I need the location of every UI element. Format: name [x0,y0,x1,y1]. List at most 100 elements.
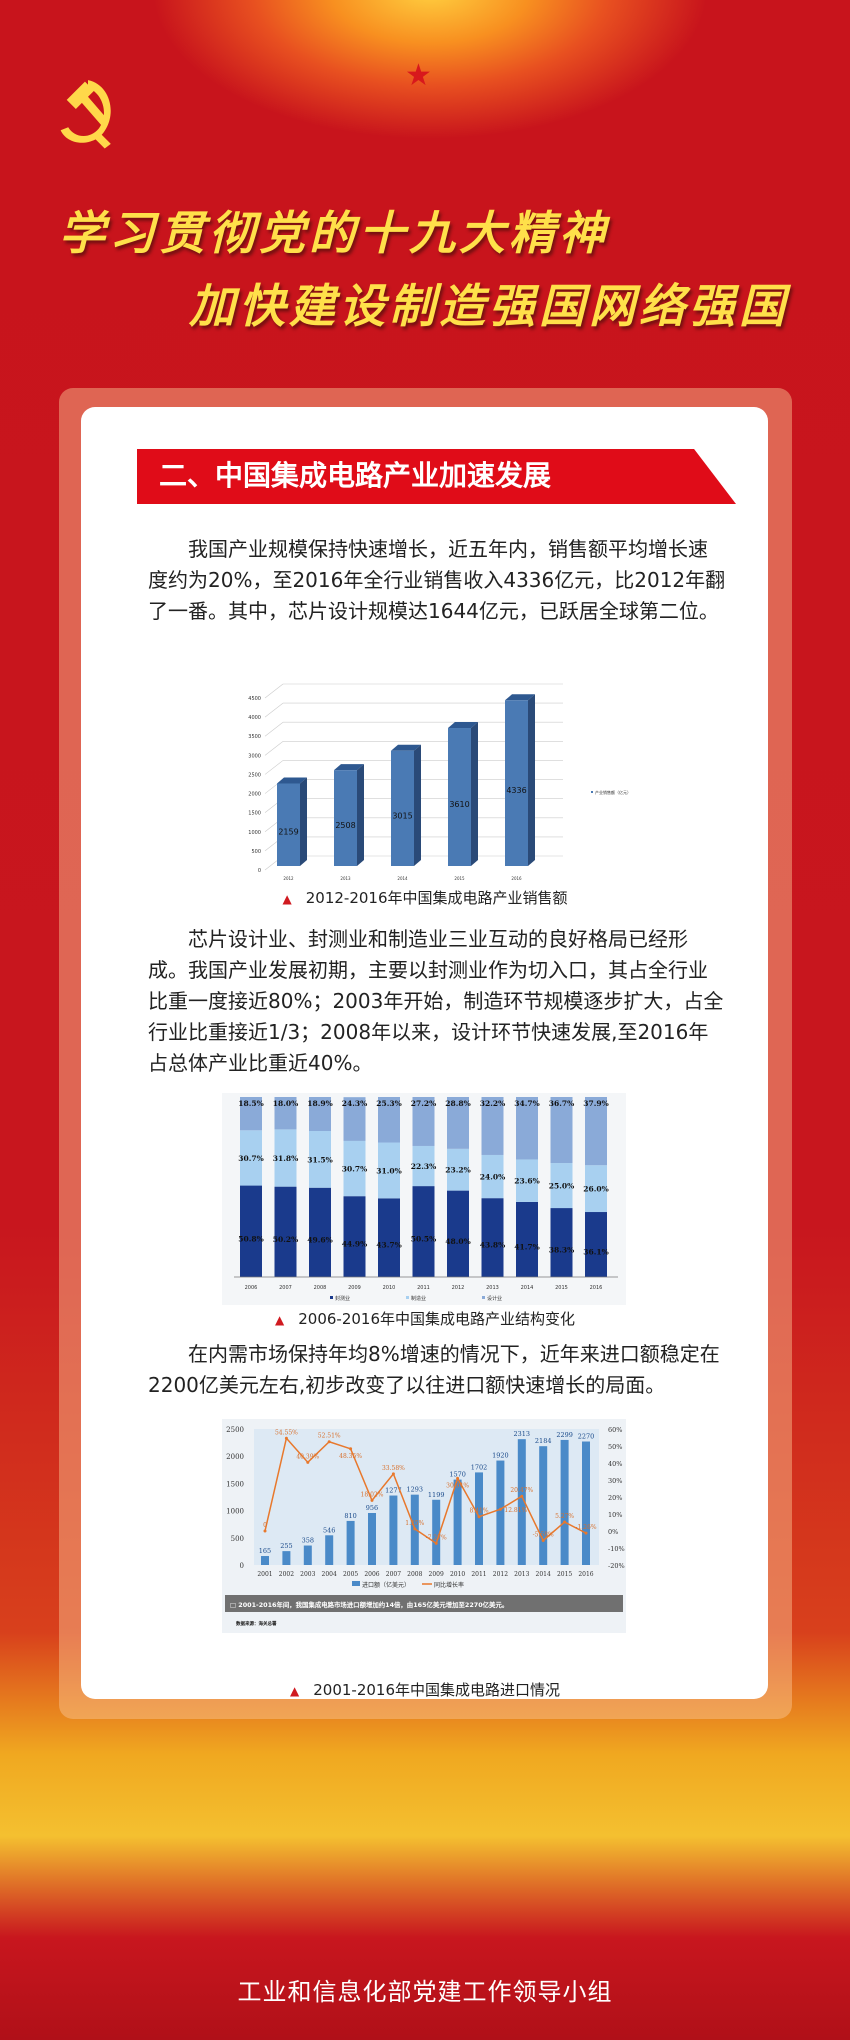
y-tick-label: 3500 [248,734,261,740]
data-label: 3015 [392,811,412,820]
caption-3: ▲ 2001-2016年中国集成电路进口情况 [0,1681,850,1700]
bar [368,1512,376,1565]
section-header-bar: 二、中国集成电路产业加速发展 [137,449,736,504]
data-label: 1277 [385,1487,402,1495]
paragraph-3: 在内需市场保持年均8%增速的情况下，近年来进口额稳定在2200亿美元左右,初步改… [148,1342,720,1397]
x-tick-label: 2014 [536,1571,551,1578]
y-tick-label: 1000 [248,830,261,836]
triangle-icon: ▲ [275,1313,285,1327]
source-text: 数据来源：海关总署 [236,1620,277,1627]
paragraph-1: 我国产业规模保持快速增长，近五年内，销售额平均增长速度约为20%，至2016年全… [148,537,726,623]
y-tick-label: 1500 [248,811,261,817]
x-tick-label: 2001 [257,1571,272,1578]
bar-side [414,744,421,866]
data-label: 30.7% [342,1165,367,1174]
legend-swatch [406,1296,409,1299]
legend-label: 制造业 [411,1295,426,1302]
bar [277,783,300,866]
paragraph-2: 芯片设计业、封测业和制造业三业互动的良好格局已经形成。我国产业发展初期，主要以封… [148,927,724,1075]
x-tick-label: 2013 [514,1571,529,1578]
line-point [413,1527,417,1531]
data-label: 32.2% [480,1099,505,1108]
x-tick-label: 2004 [322,1571,337,1578]
data-label: 1920 [492,1452,509,1460]
line-point [263,1529,267,1533]
rate-label: 30.94% [446,1482,469,1489]
caption-1: ▲ 2012-2016年中国集成电路产业销售额 [0,889,850,908]
data-label: 956 [366,1504,378,1512]
party-emblem-icon [60,80,111,149]
y-tick-label: 2000 [226,1453,244,1461]
legend-label: 产业销售额（亿元） [595,789,631,795]
footer-org: 工业和信息化部党建工作领导小组 [237,1978,613,2006]
bar-top [448,722,478,729]
data-label: 31.8% [273,1154,298,1163]
bar [517,1439,526,1565]
y-tick-label: 1000 [226,1508,244,1516]
bar-side [528,694,535,866]
y-tick-label: 4500 [248,696,261,702]
data-label: 38.3% [549,1246,574,1255]
data-label: 43.7% [376,1241,401,1250]
triangle-icon: ▲ [282,892,292,906]
data-label: 2508 [335,821,355,830]
caption-2: ▲ 2006-2016年中国集成电路产业结构变化 [0,1310,850,1329]
bar-segment [585,1165,607,1213]
x-tick-label: 2008 [314,1285,327,1291]
bar-segment [343,1196,366,1277]
bar [334,770,357,866]
bar-segment [343,1140,366,1197]
line-point [306,1460,310,1464]
bar-segment [412,1145,435,1187]
bar-segment [378,1097,400,1143]
bar [505,700,528,866]
header-stripes [666,449,724,504]
x-tick-label: 2015 [557,1571,572,1578]
bar-segment [378,1142,400,1199]
bar-segment [516,1201,538,1277]
y-tick-label: 4000 [248,715,261,721]
x-tick-label: 2002 [279,1571,294,1578]
bar [325,1535,334,1565]
y2-tick-label: 50% [608,1443,622,1451]
bar [582,1441,590,1565]
line-point [284,1436,288,1440]
data-label: 27.2% [411,1099,436,1108]
gridline [264,741,284,756]
line-point [434,1541,438,1545]
data-label: 2159 [278,828,298,837]
data-label: 49.6% [307,1235,332,1244]
data-label: 18.5% [238,1099,263,1108]
data-label: 41.7% [514,1242,539,1251]
line-point [541,1538,545,1542]
data-label: 4336 [506,786,526,795]
y-tick-label: 2500 [226,1426,244,1434]
bar [453,1479,462,1565]
data-label: 2184 [535,1437,552,1445]
bar-segment [481,1198,504,1277]
x-tick-label: 2013 [340,876,351,881]
rate-label: 54.55% [275,1429,298,1436]
bar [432,1499,441,1565]
x-tick-label: 2010 [383,1285,396,1291]
rate-label: -5.58% [533,1531,554,1538]
x-tick-label: 2006 [364,1571,379,1578]
data-label: 44.9% [342,1240,367,1249]
x-tick-label: 2012 [493,1571,508,1578]
y2-tick-label: 60% [608,1426,622,1434]
rate-label: 48.35% [339,1453,362,1460]
legend-swatch [482,1296,485,1299]
data-label: 18.9% [307,1099,332,1108]
bar [282,1551,291,1565]
rate-label: 12.81% [504,1507,527,1514]
data-label: 358 [302,1537,314,1545]
data-label: 23.2% [445,1166,470,1175]
data-label: 24.3% [342,1099,367,1108]
line-point [498,1507,502,1511]
data-label: 1199 [428,1491,445,1499]
data-label: 2299 [556,1431,573,1439]
y2-tick-label: -20% [608,1562,625,1570]
gridline [264,721,284,737]
y2-tick-label: 40% [608,1460,622,1468]
line-point [349,1447,353,1451]
